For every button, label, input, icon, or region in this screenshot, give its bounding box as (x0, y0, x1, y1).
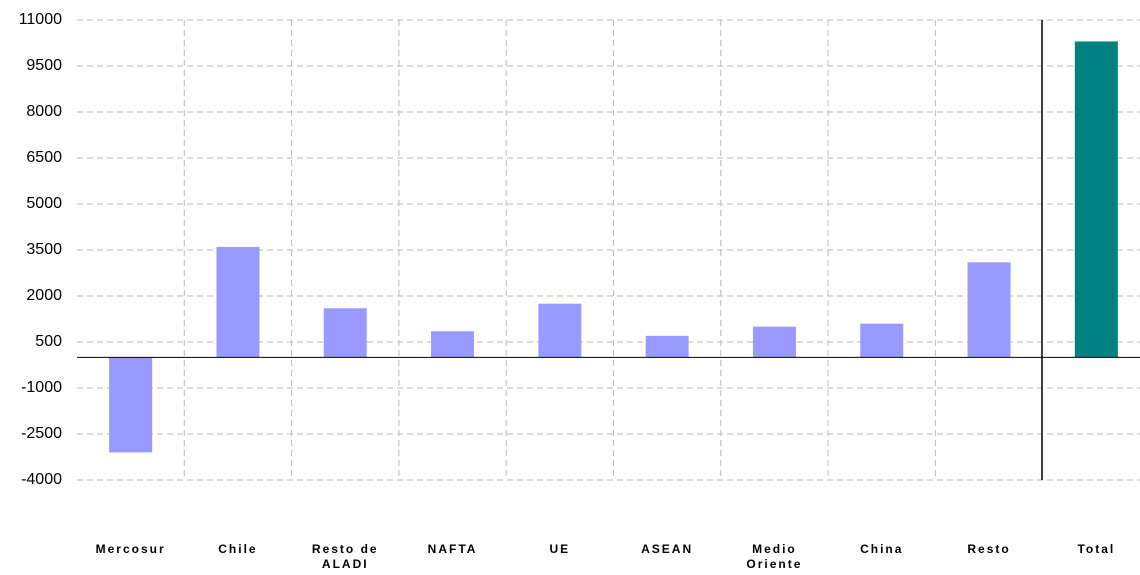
y-tick-label: 8000 (26, 103, 62, 120)
bar (967, 262, 1011, 358)
bar (1074, 41, 1118, 358)
y-tick-label: -4000 (21, 471, 62, 488)
y-tick-label: -2500 (21, 425, 62, 442)
x-tick-label: China (860, 542, 904, 556)
y-tick-label: 500 (35, 333, 62, 350)
x-tick-label: NAFTA (427, 542, 478, 556)
y-tick-label: 5000 (26, 195, 62, 212)
bar (752, 326, 796, 358)
x-tick-label: ASEAN (641, 542, 694, 556)
x-tick-label: Resto (967, 542, 1011, 556)
x-tick-label: UE (549, 542, 571, 556)
x-tick-label: Chile (218, 542, 258, 556)
x-tick-label: Mercosur (95, 542, 166, 556)
bar (323, 308, 367, 358)
y-tick-label: 3500 (26, 241, 62, 258)
bar (431, 331, 475, 358)
y-tick-label: 11000 (19, 11, 62, 28)
bar (538, 303, 582, 358)
y-tick-label: 2000 (26, 287, 62, 304)
bar (645, 335, 689, 358)
x-tick-label: Total (1077, 542, 1116, 556)
x-tick-label: Resto de ALADI (311, 542, 379, 571)
bar (109, 357, 153, 453)
y-tick-label: -1000 (21, 379, 62, 396)
x-tick-label: Medio Oriente (746, 542, 803, 571)
bar (860, 323, 904, 358)
y-tick-label: 9500 (26, 57, 62, 74)
bar (216, 246, 260, 358)
y-tick-label: 6500 (26, 149, 62, 166)
